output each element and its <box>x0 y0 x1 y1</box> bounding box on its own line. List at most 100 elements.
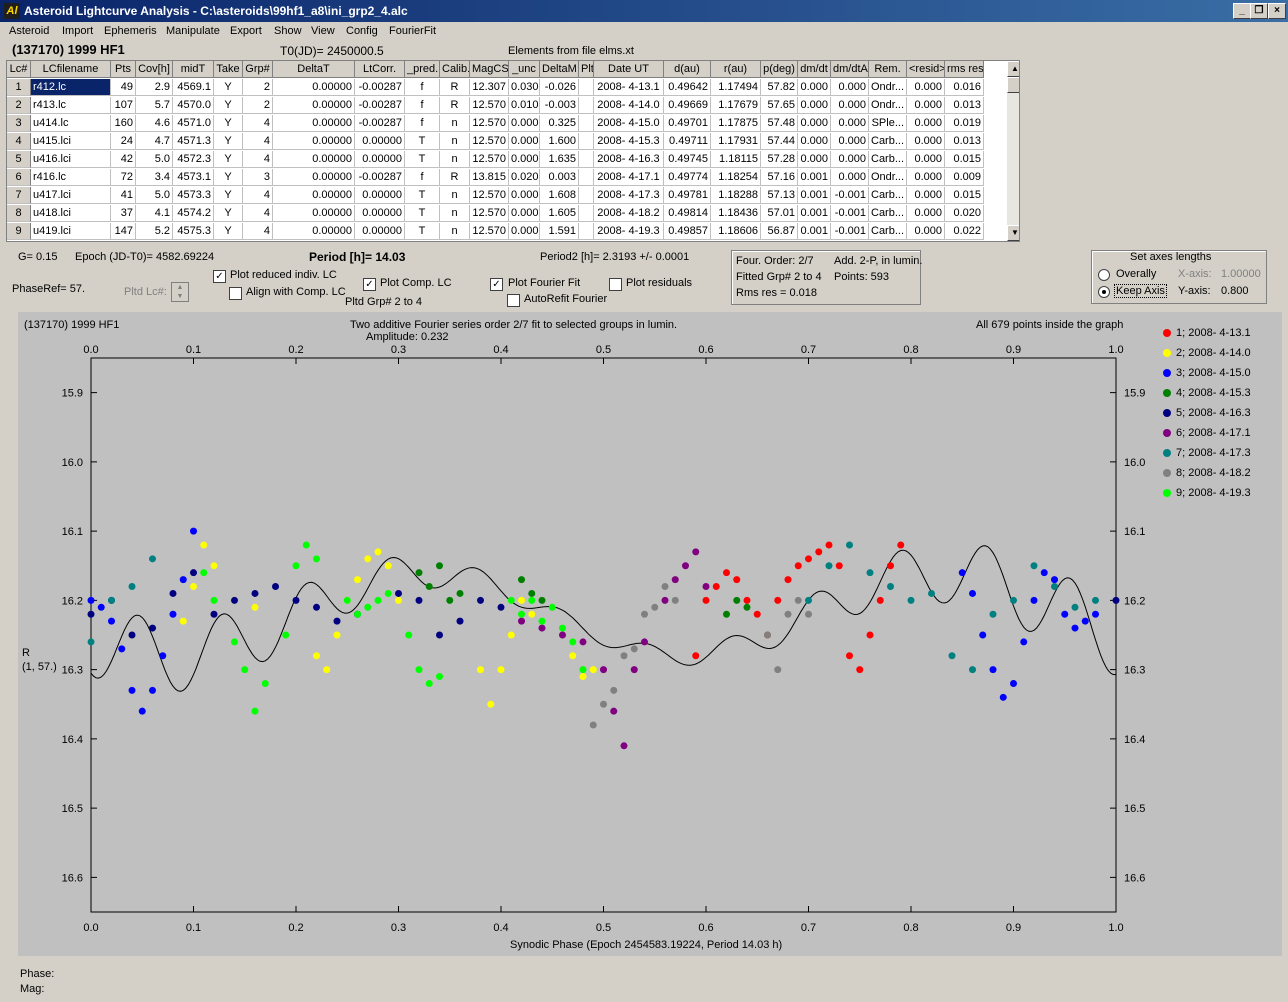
column-header[interactable]: Pts <box>111 61 136 78</box>
column-header[interactable]: LCfilename <box>31 61 111 78</box>
table-cell[interactable]: -0.026 <box>540 79 579 96</box>
table-cell[interactable]: 0.000 <box>509 133 540 150</box>
table-cell[interactable]: 0.000 <box>907 169 945 186</box>
table-cell[interactable]: 0.000 <box>907 187 945 204</box>
table-cell[interactable]: 4 <box>243 151 273 168</box>
table-cell[interactable]: 12.570 <box>470 115 509 132</box>
column-header[interactable]: Plt <box>579 61 594 78</box>
table-cell[interactable]: 0.016 <box>945 79 984 96</box>
table-cell[interactable]: 0.000 <box>798 115 831 132</box>
table-row[interactable]: 6 r416.lc 72 3.4 4573.1 Y 3 0.00000 -0.00287 f R 13… <box>7 169 1007 187</box>
table-cell[interactable]: 4570.0 <box>173 97 214 114</box>
table-cell[interactable]: 2008- 4-17.1 <box>594 169 664 186</box>
table-cell[interactable]: 0.00000 <box>273 151 355 168</box>
table-cell[interactable]: 0.030 <box>509 79 540 96</box>
table-cell[interactable]: T <box>405 187 440 204</box>
table-cell[interactable]: 0.49745 <box>664 151 711 168</box>
table-cell[interactable]: 0.019 <box>945 115 984 132</box>
table-cell[interactable]: 0.00000 <box>273 223 355 240</box>
table-cell[interactable]: 2008- 4-13.1 <box>594 79 664 96</box>
column-header[interactable]: Grp# <box>243 61 273 78</box>
scroll-thumb[interactable] <box>1007 77 1019 93</box>
column-header[interactable]: LtCorr. <box>355 61 405 78</box>
table-cell[interactable]: n <box>440 187 470 204</box>
menu-asteroid[interactable]: Asteroid <box>9 25 50 37</box>
close-icon[interactable]: × <box>1268 3 1286 19</box>
table-cell[interactable]: 0.022 <box>945 223 984 240</box>
table-cell[interactable]: 0.000 <box>907 205 945 222</box>
table-cell[interactable]: 5.0 <box>136 151 173 168</box>
table-cell[interactable]: 1.17494 <box>711 79 761 96</box>
table-row[interactable]: 1 r412.lc 49 2.9 4569.1 Y 2 0.00000 -0.00287 f R 12… <box>7 79 1007 97</box>
table-cell[interactable] <box>579 187 594 204</box>
table-cell[interactable]: 2 <box>243 79 273 96</box>
table-cell[interactable]: 0.020 <box>945 205 984 222</box>
table-cell[interactable]: R <box>440 97 470 114</box>
table-cell[interactable]: Y <box>214 223 243 240</box>
table-cell[interactable]: 4 <box>243 187 273 204</box>
table-cell[interactable]: 0.00000 <box>273 97 355 114</box>
table-cell[interactable]: 0.013 <box>945 133 984 150</box>
table-cell[interactable]: 12.570 <box>470 205 509 222</box>
table-cell[interactable]: 1.18288 <box>711 187 761 204</box>
table-cell[interactable]: f <box>405 79 440 96</box>
table-cell[interactable]: 0.001 <box>798 223 831 240</box>
table-cell[interactable]: 42 <box>111 151 136 168</box>
scroll-down-icon[interactable]: ▼ <box>1007 225 1019 241</box>
table-cell[interactable]: Y <box>214 79 243 96</box>
table-cell[interactable]: 0.013 <box>945 97 984 114</box>
table-cell[interactable] <box>579 115 594 132</box>
column-header[interactable]: d(au) <box>664 61 711 78</box>
table-cell[interactable]: 0.000 <box>831 115 869 132</box>
table-cell[interactable]: -0.001 <box>831 187 869 204</box>
table-cell[interactable]: 4.6 <box>136 115 173 132</box>
table-cell[interactable]: 57.65 <box>761 97 798 114</box>
column-header[interactable]: DeltaT <box>273 61 355 78</box>
table-cell[interactable]: u416.lci <box>31 151 111 168</box>
table-cell[interactable] <box>579 133 594 150</box>
table-cell[interactable]: -0.003 <box>540 97 579 114</box>
table-cell[interactable]: 4 <box>243 223 273 240</box>
table-cell[interactable]: Y <box>214 97 243 114</box>
table-cell[interactable]: 4575.3 <box>173 223 214 240</box>
table-cell[interactable]: Y <box>214 169 243 186</box>
table-cell[interactable]: 0.000 <box>509 223 540 240</box>
table-cell[interactable]: R <box>440 169 470 186</box>
table-cell[interactable]: 0.003 <box>540 169 579 186</box>
table-cell[interactable]: 1.591 <box>540 223 579 240</box>
table-cell[interactable]: 1.18115 <box>711 151 761 168</box>
table-cell[interactable]: u417.lci <box>31 187 111 204</box>
table-cell[interactable]: n <box>440 205 470 222</box>
table-cell[interactable]: n <box>440 133 470 150</box>
table-cell[interactable]: 0.00000 <box>273 133 355 150</box>
table-cell[interactable]: 4571.0 <box>173 115 214 132</box>
table-cell[interactable]: r413.lc <box>31 97 111 114</box>
table-cell[interactable]: 0.020 <box>509 169 540 186</box>
column-header[interactable]: dm/dtA <box>831 61 869 78</box>
restore-icon[interactable]: ❐ <box>1250 3 1268 19</box>
table-cell[interactable]: 0.000 <box>907 151 945 168</box>
table-cell[interactable]: 12.570 <box>470 223 509 240</box>
pltd-lc-spinner[interactable]: ▲ ▼ <box>171 282 189 302</box>
minimize-icon[interactable]: _ <box>1233 3 1251 19</box>
table-cell[interactable]: 0.00000 <box>273 187 355 204</box>
table-cell[interactable]: 37 <box>111 205 136 222</box>
table-cell[interactable]: 1 <box>7 79 31 96</box>
table-cell[interactable]: 0.000 <box>907 79 945 96</box>
table-cell[interactable]: Carb... <box>869 205 907 222</box>
table-cell[interactable]: 3 <box>7 115 31 132</box>
table-cell[interactable]: 0.000 <box>798 133 831 150</box>
table-cell[interactable]: 0.49774 <box>664 169 711 186</box>
overally-radio[interactable] <box>1098 269 1110 281</box>
table-cell[interactable]: -0.00287 <box>355 169 405 186</box>
menu-view[interactable]: View <box>311 25 335 37</box>
menu-import[interactable]: Import <box>62 25 94 37</box>
table-cell[interactable]: 1.608 <box>540 187 579 204</box>
table-cell[interactable]: Y <box>214 187 243 204</box>
menu-manipulate[interactable]: Manipulate <box>166 25 220 37</box>
table-cell[interactable]: n <box>440 115 470 132</box>
table-cell[interactable]: 0.49814 <box>664 205 711 222</box>
